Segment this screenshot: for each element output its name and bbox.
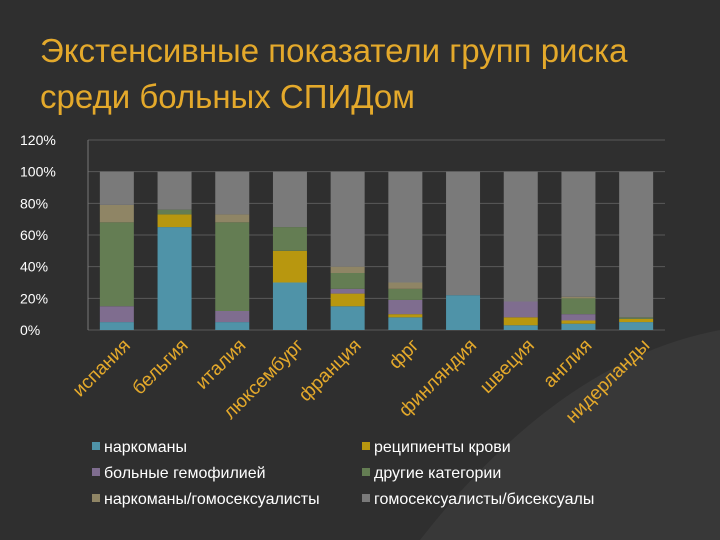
bar-segment	[388, 171, 423, 283]
bar-segment	[561, 296, 596, 299]
bar-segment	[388, 288, 423, 300]
bar-segment	[388, 317, 423, 330]
bar-segment	[215, 322, 250, 330]
x-category-label: франция	[295, 335, 366, 406]
y-tick-label: 20%	[20, 290, 48, 306]
bar-segment	[388, 299, 423, 315]
bar-segment	[330, 293, 365, 307]
y-tick-label: 0%	[20, 322, 40, 338]
bar-segment	[272, 227, 307, 251]
bar-segment	[215, 222, 250, 311]
bar-segment	[561, 320, 596, 324]
bar-segment	[215, 171, 250, 215]
bar-segment	[503, 301, 538, 318]
x-category-label: фрг	[385, 335, 423, 373]
bar-segment	[446, 295, 481, 330]
bar-segment	[272, 171, 307, 228]
x-category-label: швеция	[476, 335, 539, 398]
bar-segment	[330, 288, 365, 294]
x-category-label: испания	[69, 335, 135, 401]
bar-segment	[99, 171, 134, 205]
bar-segment	[561, 323, 596, 330]
legend-swatch	[362, 494, 370, 502]
bar-segment	[330, 171, 365, 267]
y-tick-label: 60%	[20, 227, 48, 243]
legend-swatch	[362, 468, 370, 476]
bar-segment	[619, 317, 654, 319]
bar-segment	[503, 317, 538, 326]
bar-segment	[99, 222, 134, 307]
bar-segment	[561, 314, 596, 321]
bar-segment	[99, 204, 134, 223]
title-shadow-letters: Эк	[40, 32, 79, 69]
bar-segment	[272, 250, 307, 283]
bar-segment	[215, 214, 250, 223]
bar-segment	[330, 273, 365, 289]
legend-label: больные гемофилией	[104, 465, 266, 482]
x-category-label: бельгия	[129, 335, 193, 399]
legend-label: гомосексуалисты/бисексуалы	[374, 491, 594, 508]
bar-segment	[215, 311, 250, 323]
legend-label: наркоманы/гомосексуалисты	[104, 491, 320, 508]
legend-label: наркоманы	[104, 439, 187, 456]
x-category-label: италия	[192, 335, 250, 393]
page-title: Экстенсивные показатели групп риска сред…	[40, 32, 628, 115]
legend-swatch	[92, 442, 100, 450]
bar-segment	[619, 322, 654, 330]
bar-segment	[330, 306, 365, 330]
y-tick-label: 40%	[20, 259, 48, 275]
y-tick-label: 80%	[20, 195, 48, 211]
bar-segment	[503, 325, 538, 330]
bar-segment	[99, 322, 134, 330]
legend-label: реципиенты крови	[374, 439, 511, 456]
y-tick-label: 100%	[20, 164, 56, 180]
bar-segment	[388, 282, 423, 289]
bar-segment	[561, 171, 596, 297]
y-tick-label: 120%	[20, 132, 56, 148]
bar-segment	[157, 227, 192, 330]
legend-swatch	[362, 442, 370, 450]
legend-swatch	[92, 494, 100, 502]
bar-segment	[157, 214, 192, 228]
bar-segment	[446, 171, 481, 296]
bar-segment	[503, 171, 538, 302]
bar-segment	[99, 306, 134, 323]
bar-segment	[561, 298, 596, 315]
bar-segment	[157, 171, 192, 210]
legend-swatch	[92, 468, 100, 476]
x-category-label: англия	[540, 335, 597, 392]
bar-segment	[619, 171, 654, 318]
legend-label: другие категории	[374, 465, 501, 482]
bar-segment	[388, 314, 423, 318]
bar-segment	[157, 209, 192, 215]
bar-segment	[330, 266, 365, 273]
bar-segment	[272, 282, 307, 330]
bar-segment	[619, 318, 654, 323]
